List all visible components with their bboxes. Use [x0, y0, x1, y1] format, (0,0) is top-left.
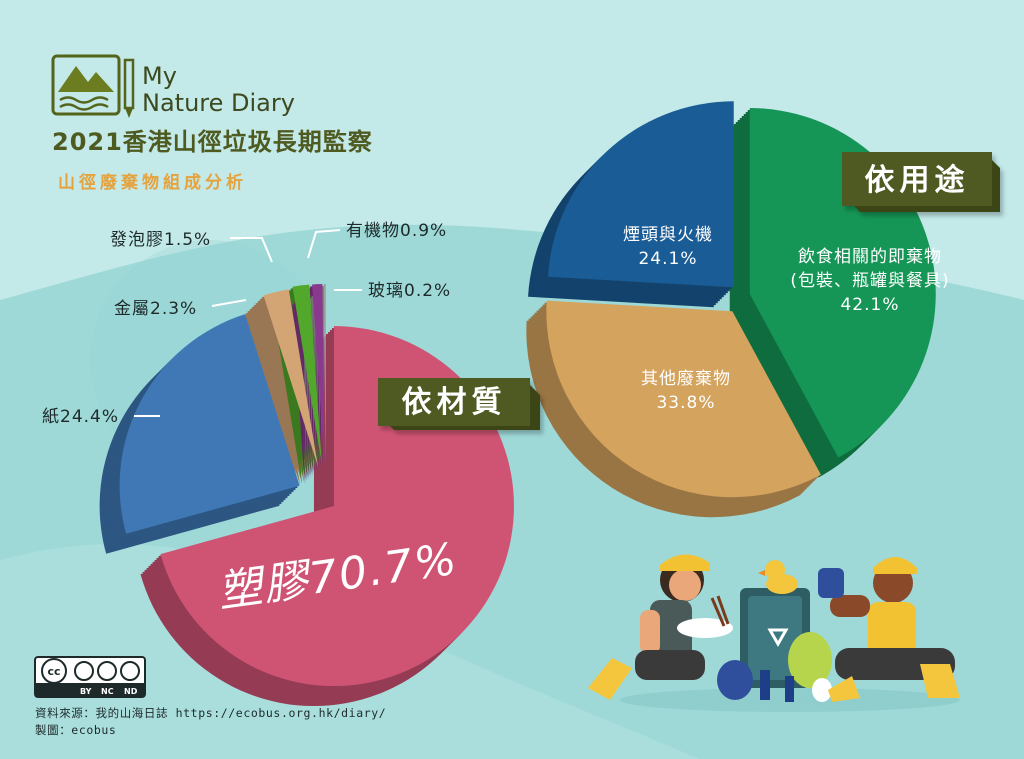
- credit-line: 製圖：ecobus: [35, 723, 116, 737]
- cc-nc-label: NC: [101, 687, 114, 696]
- cc-by-label: BY: [80, 687, 92, 696]
- page-subtitle: 山徑廢棄物組成分析: [58, 172, 247, 193]
- leader-line-metal: [211, 299, 247, 307]
- pie-slice-glass: [323, 284, 326, 465]
- label-food-value: 42.1%: [840, 295, 899, 315]
- logo-text-line1: My: [142, 62, 177, 90]
- label-food-name: (包裝、瓶罐與餐具): [790, 271, 949, 291]
- label-other-name: 其他廢棄物: [641, 369, 731, 389]
- pie-slice-metal: [263, 289, 319, 467]
- label-metal: 金屬2.3%: [114, 299, 197, 319]
- logo-text-line2: Nature Diary: [142, 89, 295, 117]
- label-organic: 有機物0.9%: [346, 221, 447, 241]
- label-food-name: 飲食相關的即棄物: [798, 247, 942, 267]
- label-other-value: 33.8%: [656, 393, 715, 413]
- cc-icon-text: cc: [47, 665, 60, 678]
- pie-slice-cigarette: [548, 101, 734, 288]
- pie-slice-side: [247, 305, 303, 483]
- pie-slice-organic: [312, 284, 325, 465]
- label-glass: 玻璃0.2%: [368, 281, 451, 301]
- label-cigarette-name: 煙頭與火機: [623, 225, 713, 245]
- pie-slice-side: [251, 301, 307, 479]
- tag-usage: 依用途: [842, 152, 1000, 212]
- noderivatives-icon: [120, 661, 140, 681]
- leader-line-foam: [230, 237, 273, 263]
- cc-nd-label: ND: [124, 687, 138, 696]
- tag-material-label: 依材質: [402, 385, 507, 420]
- label-cigarette-value: 24.1%: [638, 249, 697, 269]
- pie-slice-other: [546, 300, 821, 498]
- tag-usage-label: 依用途: [865, 163, 970, 198]
- cc-license-badge: cc BY NC ND: [34, 656, 146, 698]
- usage-pie-chart: 飲食相關的即棄物 (包裝、瓶罐與餐具) 42.1% 其他廢棄物 33.8% 煙頭與火機 24…: [526, 101, 949, 518]
- cc-icon: [41, 658, 67, 684]
- pie-slice-side: [272, 304, 302, 485]
- label-foam: 發泡膠1.5%: [110, 230, 211, 250]
- page-title: 2021香港山徑垃圾長期監察: [52, 128, 373, 156]
- cleanup-illustration: [588, 554, 960, 712]
- pie-slice-foam: [292, 284, 322, 465]
- mountain-book-icon: [51, 54, 121, 116]
- attribution-icon: [74, 661, 94, 681]
- pie-slice-paper: [119, 314, 300, 534]
- noncommercial-icon: [97, 661, 117, 681]
- source-line: 資料來源：我的山海日誌 https://ecobus.org.hk/diary/: [35, 706, 386, 720]
- logo: My Nature Diary: [51, 54, 295, 118]
- pie-slice-side: [249, 303, 305, 481]
- recycle-icon: [767, 628, 789, 648]
- pencil-icon: [123, 58, 135, 118]
- leader-line-organic: [307, 229, 341, 259]
- pie-slice-side: [245, 307, 301, 485]
- label-paper: 紙24.4%: [42, 407, 119, 427]
- tag-material: 依材質: [378, 378, 540, 430]
